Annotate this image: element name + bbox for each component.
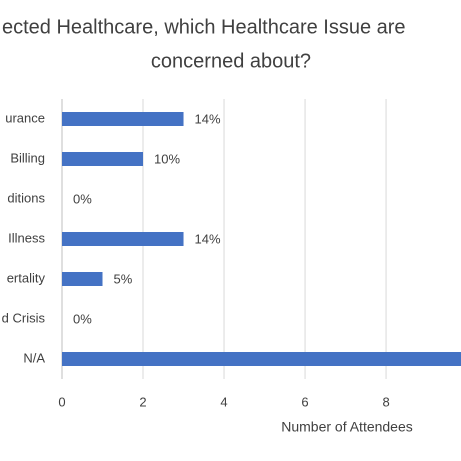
bar [62, 232, 184, 246]
data-label: 14% [195, 231, 221, 246]
x-tick-label: 0 [58, 394, 65, 409]
bar [62, 112, 184, 126]
x-tick-label: 4 [220, 394, 227, 409]
chart-title: concerned about? [151, 50, 311, 72]
data-label: 0% [73, 191, 92, 206]
x-tick-label: 8 [382, 394, 389, 409]
y-tick-label: ditions [7, 190, 45, 205]
x-axis-label: Number of Attendees [281, 419, 413, 435]
bar [62, 152, 144, 166]
data-label: 10% [154, 151, 180, 166]
y-tick-label: N/A [23, 350, 45, 365]
x-tick-label: 6 [301, 394, 308, 409]
y-tick-label: ertality [7, 270, 46, 285]
y-tick-label: Illness [8, 230, 45, 245]
chart-title: ected Healthcare, which Healthcare Issue… [2, 16, 406, 38]
bar [62, 352, 461, 366]
x-tick-label: 2 [139, 394, 146, 409]
y-tick-label: urance [5, 110, 45, 125]
data-label: 5% [114, 271, 133, 286]
data-label: 14% [195, 111, 221, 126]
y-tick-label: Billing [10, 150, 45, 165]
y-tick-label: d Crisis [2, 310, 46, 325]
data-label: 0% [73, 311, 92, 326]
bar [62, 272, 103, 286]
